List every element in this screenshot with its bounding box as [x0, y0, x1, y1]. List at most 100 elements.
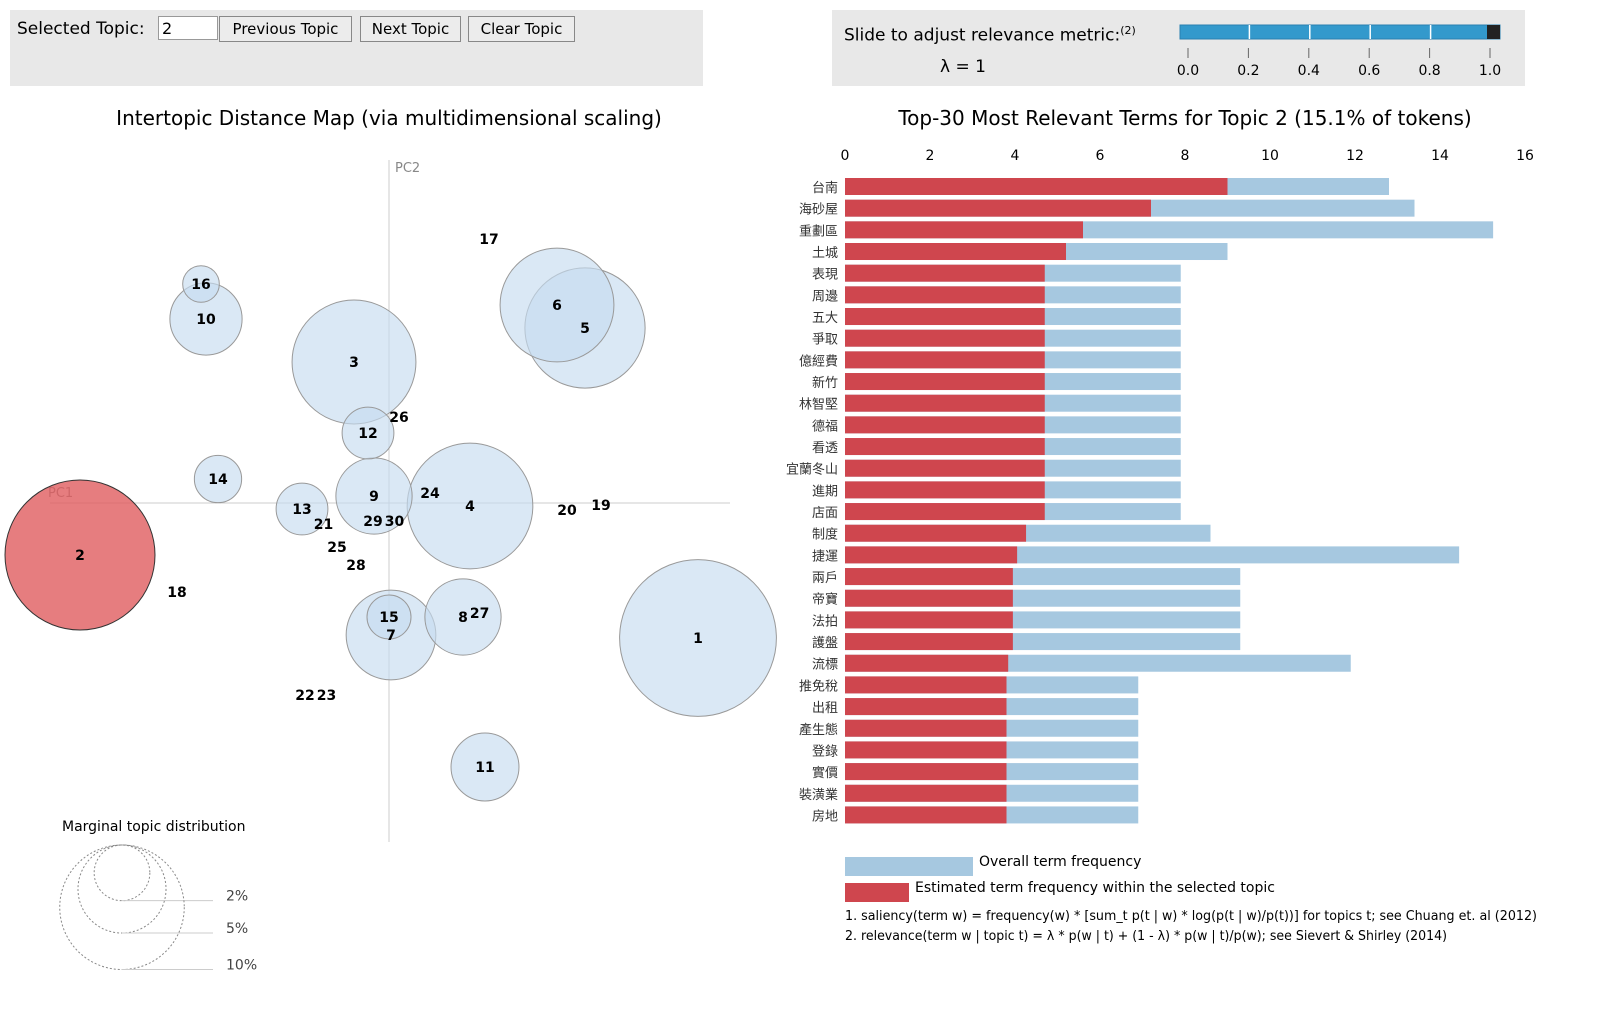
topic-circle-14[interactable]: [193, 454, 243, 504]
term-label[interactable]: 海砂屋: [799, 203, 838, 218]
topic-label-4[interactable]: 4: [465, 499, 475, 515]
topic-frequency-bar[interactable]: [845, 199, 1151, 217]
topic-label-21[interactable]: 21: [314, 517, 333, 533]
topic-label-11[interactable]: 11: [475, 760, 494, 776]
topic-label-30[interactable]: 30: [385, 514, 405, 530]
term-label[interactable]: 爭取: [812, 333, 838, 348]
topic-frequency-bar[interactable]: [845, 416, 1045, 434]
topic-circle-15[interactable]: [366, 594, 412, 640]
term-label[interactable]: 億經費: [799, 353, 838, 369]
topic-label-9[interactable]: 9: [369, 489, 379, 505]
term-label[interactable]: 新竹: [812, 375, 838, 391]
selected-topic-input[interactable]: [158, 16, 218, 40]
topic-frequency-bar[interactable]: [845, 264, 1045, 282]
term-label[interactable]: 出租: [812, 701, 838, 716]
topic-label-14[interactable]: 14: [208, 472, 228, 488]
term-label[interactable]: 帝寶: [812, 592, 838, 608]
term-label[interactable]: 表現: [812, 268, 838, 283]
topic-label-17[interactable]: 17: [479, 232, 498, 248]
topic-label-23[interactable]: 23: [317, 688, 336, 704]
topic-label-12[interactable]: 12: [358, 426, 377, 442]
topic-label-3[interactable]: 3: [349, 355, 359, 371]
term-label[interactable]: 護盤: [812, 635, 838, 651]
topic-frequency-bar[interactable]: [845, 741, 1007, 759]
topic-label-25[interactable]: 25: [327, 540, 346, 556]
next-topic-button[interactable]: Next Topic: [360, 16, 461, 42]
topic-label-1[interactable]: 1: [693, 631, 703, 647]
topic-frequency-bar[interactable]: [845, 373, 1045, 391]
topic-circle-1[interactable]: [619, 559, 777, 717]
term-label[interactable]: 重劃區: [799, 223, 838, 239]
term-label[interactable]: 制度: [812, 527, 838, 543]
term-label[interactable]: 林智堅: [799, 398, 838, 413]
topic-frequency-bar[interactable]: [845, 698, 1007, 716]
topic-frequency-bar[interactable]: [845, 178, 1228, 195]
term-label[interactable]: 登錄: [812, 744, 838, 759]
term-label[interactable]: 進期: [812, 484, 838, 499]
topic-frequency-bar[interactable]: [845, 481, 1045, 499]
previous-topic-button[interactable]: Previous Topic: [219, 16, 352, 42]
relevance-slider-handle[interactable]: [1487, 25, 1500, 39]
topic-frequency-bar[interactable]: [845, 633, 1013, 651]
topic-frequency-bar[interactable]: [845, 589, 1013, 607]
topic-frequency-bar[interactable]: [845, 719, 1007, 737]
term-label[interactable]: 產生態: [799, 722, 838, 738]
topic-label-20[interactable]: 20: [557, 503, 577, 519]
topic-frequency-bar[interactable]: [845, 286, 1045, 304]
topic-frequency-bar[interactable]: [845, 676, 1007, 694]
topic-label-5[interactable]: 5: [580, 321, 590, 337]
term-label[interactable]: 宜蘭冬山: [786, 462, 838, 478]
topic-frequency-bar[interactable]: [845, 524, 1027, 542]
term-label[interactable]: 推免稅: [799, 679, 838, 694]
topic-label-8[interactable]: 8: [458, 610, 468, 626]
topic-label-29[interactable]: 29: [363, 514, 382, 530]
topic-circle-11[interactable]: [450, 732, 520, 802]
topic-frequency-bar[interactable]: [845, 438, 1045, 456]
term-label[interactable]: 法拍: [812, 614, 838, 629]
topic-frequency-bar[interactable]: [845, 308, 1045, 326]
topic-label-18[interactable]: 18: [167, 585, 186, 601]
topic-frequency-bar[interactable]: [845, 394, 1045, 412]
term-label[interactable]: 流標: [812, 658, 838, 673]
topic-label-2[interactable]: 2: [75, 548, 85, 564]
relevance-slider-track[interactable]: [1179, 24, 1501, 40]
term-label[interactable]: 房地: [812, 808, 838, 824]
term-label[interactable]: 店面: [812, 506, 838, 521]
term-label[interactable]: 土城: [812, 246, 838, 261]
topic-label-16[interactable]: 16: [191, 277, 210, 293]
topic-frequency-bar[interactable]: [845, 503, 1045, 521]
topic-label-26[interactable]: 26: [389, 410, 408, 426]
topic-label-6[interactable]: 6: [552, 298, 562, 314]
term-label[interactable]: 台南: [812, 180, 838, 196]
clear-topic-button[interactable]: Clear Topic: [468, 16, 575, 42]
term-label[interactable]: 德福: [812, 419, 838, 434]
term-label[interactable]: 五大: [812, 311, 838, 326]
term-label[interactable]: 周邊: [812, 289, 838, 304]
topic-frequency-bar[interactable]: [845, 459, 1045, 477]
topic-label-28[interactable]: 28: [346, 558, 365, 574]
topic-frequency-bar[interactable]: [845, 763, 1007, 781]
topic-circle-16[interactable]: [182, 265, 220, 303]
topic-label-15[interactable]: 15: [379, 610, 398, 626]
topic-label-24[interactable]: 24: [420, 486, 440, 502]
topic-label-27[interactable]: 27: [470, 606, 489, 622]
topic-frequency-bar[interactable]: [845, 611, 1013, 629]
term-label[interactable]: 看透: [812, 440, 838, 456]
topic-circle-6[interactable]: [499, 247, 615, 363]
topic-frequency-bar[interactable]: [845, 568, 1013, 586]
topic-circle-8[interactable]: [424, 578, 502, 656]
topic-frequency-bar[interactable]: [845, 243, 1066, 261]
term-label[interactable]: 實價: [812, 765, 838, 781]
topic-circle-2[interactable]: [4, 479, 156, 631]
topic-frequency-bar[interactable]: [845, 221, 1083, 239]
term-label[interactable]: 捷運: [812, 549, 838, 564]
topic-label-13[interactable]: 13: [292, 502, 311, 518]
topic-label-22[interactable]: 22: [295, 688, 314, 704]
term-label[interactable]: 裝潢業: [799, 787, 838, 803]
topic-frequency-bar[interactable]: [845, 654, 1009, 672]
topic-label-10[interactable]: 10: [196, 312, 216, 328]
topic-circle-13[interactable]: [275, 482, 329, 536]
topic-frequency-bar[interactable]: [845, 806, 1007, 824]
topic-circle-12[interactable]: [341, 406, 395, 460]
topic-frequency-bar[interactable]: [845, 351, 1045, 369]
